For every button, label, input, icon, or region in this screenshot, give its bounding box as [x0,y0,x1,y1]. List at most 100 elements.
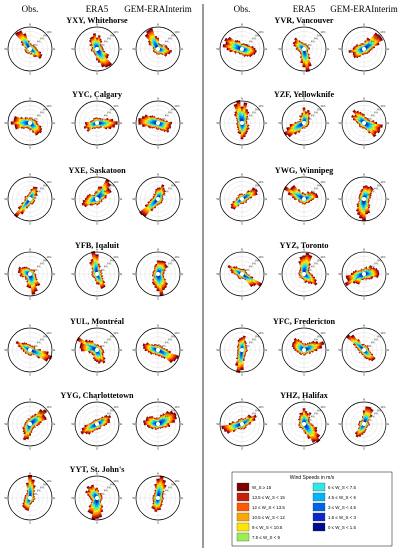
legend-swatch [236,512,250,522]
cardinal-label-e: E [265,121,267,125]
cardinal-label-s: S [363,447,365,451]
rose-center [361,46,367,52]
cardinal-label-s: S [96,373,98,377]
cardinal-label-n: N [241,248,243,252]
cardinal-label-w: W [216,121,219,125]
cardinal-label-n: N [303,248,305,252]
station-title: YUL, Montréal [70,317,125,326]
ring-label: 6% [314,411,318,415]
ring-label: 4% [104,415,108,419]
legend-swatch [312,482,326,492]
header-era5-left: ERA5 [86,4,109,14]
cardinal-label-n: N [303,173,305,177]
ring-label: 10% [258,30,264,34]
cardinal-label-n: N [241,398,243,402]
cardinal-label-n: N [96,173,98,177]
rose-center [27,495,33,501]
rose-outline [135,251,181,297]
ring-label: 6% [314,337,318,341]
header-gem-right: GEM-ERAInterim [330,4,398,14]
wind-rose: N E S W 2%4%6%8%10% [338,324,389,377]
cardinal-label-w: W [4,47,7,51]
ring-label: 2% [246,117,250,121]
ring-label: 2% [162,117,166,121]
ring-label: 4% [37,265,41,269]
cardinal-label-w: W [132,47,135,51]
cardinal-label-n: N [157,23,159,27]
wind-rose: N E S W 2%4%6%8%10% [132,23,183,76]
ring-label: 2% [34,268,38,272]
rose-center [155,347,161,353]
cardinal-label-e: E [327,47,329,51]
header-gem-left: GEM-ERAInterim [124,4,192,14]
cardinal-label-e: E [120,422,122,426]
legend-swatch [236,482,250,492]
cardinal-label-n: N [157,324,159,328]
cardinal-label-n: N [241,23,243,27]
rose-outline [74,327,120,373]
legend-label: 7.5 ≤ W_S < 9 [252,535,280,540]
wind-rose: N E S W 2%4%6%8%10% [4,324,55,377]
ring-label: 10% [258,255,264,259]
ring-label: 4% [311,265,315,269]
cardinal-label-n: N [96,97,98,101]
ring-label: 6% [374,110,378,114]
rose-center [301,271,307,277]
rose-center [155,421,161,427]
wind-rose: N E S W 2%4%6%8%10% [4,472,55,525]
cardinal-label-n: N [363,23,365,27]
cardinal-label-w: W [132,197,135,201]
legend-swatch [312,522,326,532]
wind-rose: N E S W 2%4%6%8%10% [278,23,329,76]
legend-label: 4.5 ≤ W_S < 6 [328,495,356,500]
ring-label: 4% [311,341,315,345]
ring-label: 4% [104,40,108,44]
wind-roses: YXY, WhitehorseNESW2%4%6%8%10%NESW2%4%6%… [4,16,389,525]
ring-label: 6% [40,110,44,114]
rose-center [301,120,307,126]
legend-label: 12 ≤ W_S < 13.5 [252,505,285,510]
cardinal-label-s: S [96,72,98,76]
cardinal-label-s: S [303,373,305,377]
ring-label: 2% [246,43,250,47]
cardinal-label-w: W [132,121,135,125]
ring-label: 10% [380,180,386,184]
ring-label: 4% [165,415,169,419]
cardinal-label-n: N [29,23,31,27]
legend-label: 3 ≤ W_S < 4.5 [328,505,356,510]
rose-outline [281,176,327,222]
ring-label: 2% [368,117,372,121]
legend-swatch [312,512,326,522]
cardinal-label-n: N [29,324,31,328]
rose-outline [341,176,387,222]
rose-center [361,196,367,202]
ring-label: 8% [317,107,321,111]
ring-label: 8% [255,33,259,37]
ring-label: 6% [107,261,111,265]
rose-outline [281,251,327,297]
ring-label: 6% [107,110,111,114]
ring-label: 4% [37,489,41,493]
ring-label: 8% [43,334,47,338]
ring-label: 8% [255,107,259,111]
ring-label: 10% [46,180,52,184]
wind-rose: N E S W 2%4%6%8%10% [71,173,122,226]
station-title: YVR, Vancouver [274,16,334,25]
ring-label: 8% [171,482,175,486]
ring-label: 10% [258,405,264,409]
rose-center [361,421,367,427]
cardinal-label-s: S [96,521,98,525]
rose-center [239,120,245,126]
cardinal-label-e: E [265,348,267,352]
header-era5-right: ERA5 [293,4,316,14]
cardinal-label-e: E [327,121,329,125]
cardinal-label-s: S [363,72,365,76]
rose-outline [219,26,265,72]
cardinal-label-e: E [53,422,55,426]
cardinal-label-s: S [363,146,365,150]
ring-label: 8% [110,258,114,262]
wind-rose: N E S W 2%4%6%8%10% [71,472,122,525]
ring-label: 6% [374,186,378,190]
rose-center [155,46,161,52]
legend-label: 13.5 ≤ W_S < 15 [252,495,285,500]
